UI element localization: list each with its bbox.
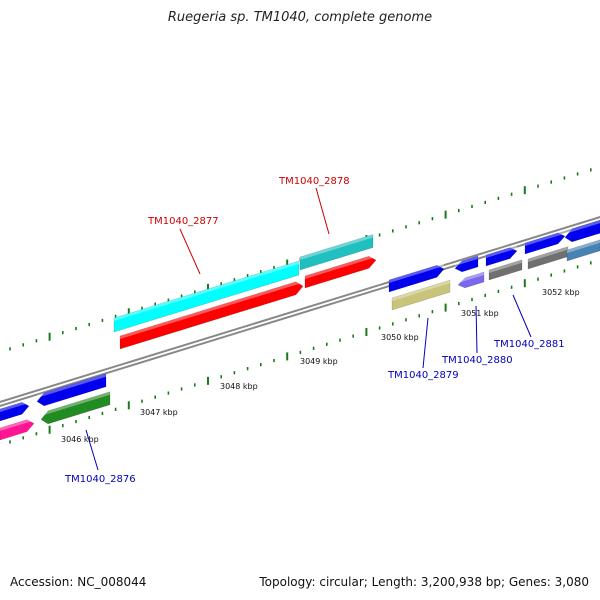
gene-feature-small-4[interactable] xyxy=(564,219,600,243)
gene-feature-blue-edge-highlight xyxy=(0,400,29,412)
genome-summary: Topology: circular; Length: 3,200,938 bp… xyxy=(259,575,589,589)
gene-feature-tm1040-2878-cds-highlight xyxy=(300,234,373,260)
gene-feature-tm1040-2880[interactable] xyxy=(457,271,485,289)
gene-feature-magenta[interactable] xyxy=(0,419,35,441)
gene-feature-tm1040-2876-highlight xyxy=(41,391,110,416)
tick-label-3046: 3046 kbp xyxy=(61,435,99,444)
gene-feature-tm1040-2877[interactable] xyxy=(119,281,304,350)
tick-label-3051: 3051 kbp xyxy=(461,309,499,318)
gene-feature-tm1040-2880-highlight xyxy=(458,271,484,283)
gene-feature-tm1040-2881[interactable] xyxy=(488,259,523,281)
tick-label-3049: 3049 kbp xyxy=(300,357,338,366)
gene-feature-tm1040-2878-cds[interactable] xyxy=(299,234,374,271)
gene-feature-gray-2-highlight xyxy=(528,246,568,262)
gene-feature-steelblue[interactable] xyxy=(566,239,600,262)
accession-text: Accession: NC_008044 xyxy=(10,575,147,589)
gene-label-tm1040-2877[interactable]: TM1040_2877 xyxy=(147,216,219,227)
gene-feature-small-4-highlight xyxy=(565,220,600,234)
gene-feature-2879-upper[interactable] xyxy=(388,264,445,293)
leader-tm1040-2880 xyxy=(475,305,478,354)
gene-feature-small-2[interactable] xyxy=(485,247,518,267)
gene-feature-tm1040-2877-cds-highlight xyxy=(114,260,299,321)
tick-label-3048: 3048 kbp xyxy=(220,382,258,391)
gene-features xyxy=(0,219,600,441)
gene-feature-tm1040-2879-highlight xyxy=(392,280,450,301)
gene-feature-blue-left-highlight xyxy=(37,373,106,398)
gene-feature-small-1[interactable] xyxy=(454,255,479,273)
gene-feature-steelblue-highlight xyxy=(567,239,600,253)
gene-labels: TM1040_2878 TM1040_2877 TM1040_2876 TM10… xyxy=(64,176,565,485)
gene-feature-tm1040-2878[interactable] xyxy=(304,255,377,289)
gene-feature-blue-left[interactable] xyxy=(36,373,107,407)
leader-tm1040-2878 xyxy=(315,187,330,235)
leader-tm1040-2876 xyxy=(85,429,99,471)
tick-labels: 3046 kbp 3047 kbp 3048 kbp 3049 kbp 3050… xyxy=(61,288,580,444)
gene-label-tm1040-2879[interactable]: TM1040_2879 xyxy=(387,370,459,381)
gene-label-tm1040-2881[interactable]: TM1040_2881 xyxy=(493,339,565,350)
gene-feature-tm1040-2877-highlight xyxy=(120,279,303,339)
gene-feature-tm1040-2881-highlight xyxy=(489,259,522,273)
gene-label-tm1040-2876[interactable]: TM1040_2876 xyxy=(64,474,136,485)
label-leaders xyxy=(85,187,532,471)
tick-label-3052: 3052 kbp xyxy=(542,288,580,297)
gene-feature-small-2-highlight xyxy=(486,245,517,258)
gene-feature-tm1040-2878-highlight xyxy=(305,254,376,279)
backbone-line-top xyxy=(0,216,600,403)
tick-label-3047: 3047 kbp xyxy=(140,408,178,417)
tick-marks xyxy=(9,168,592,444)
gene-feature-small-3[interactable] xyxy=(524,232,566,255)
gene-feature-tm1040-2876[interactable] xyxy=(40,391,111,425)
gene-feature-blue-edge[interactable] xyxy=(0,401,30,422)
gene-feature-2879-upper-highlight xyxy=(389,263,444,283)
gene-feature-small-3-highlight xyxy=(525,230,565,246)
leader-tm1040-2879 xyxy=(422,317,429,369)
gene-feature-tm1040-2877-cds[interactable] xyxy=(113,260,300,333)
leader-tm1040-2877 xyxy=(179,228,201,275)
gene-label-tm1040-2878[interactable]: TM1040_2878 xyxy=(278,176,350,187)
tick-label-3050: 3050 kbp xyxy=(381,333,419,342)
leader-tm1040-2881 xyxy=(512,294,532,338)
gene-feature-tm1040-2879[interactable] xyxy=(391,279,451,311)
gene-feature-magenta-highlight xyxy=(0,417,34,431)
gene-feature-small-1-highlight xyxy=(455,255,478,266)
genome-title: Ruegeria sp. TM1040, complete genome xyxy=(167,10,433,25)
gene-label-tm1040-2880[interactable]: TM1040_2880 xyxy=(441,355,513,366)
